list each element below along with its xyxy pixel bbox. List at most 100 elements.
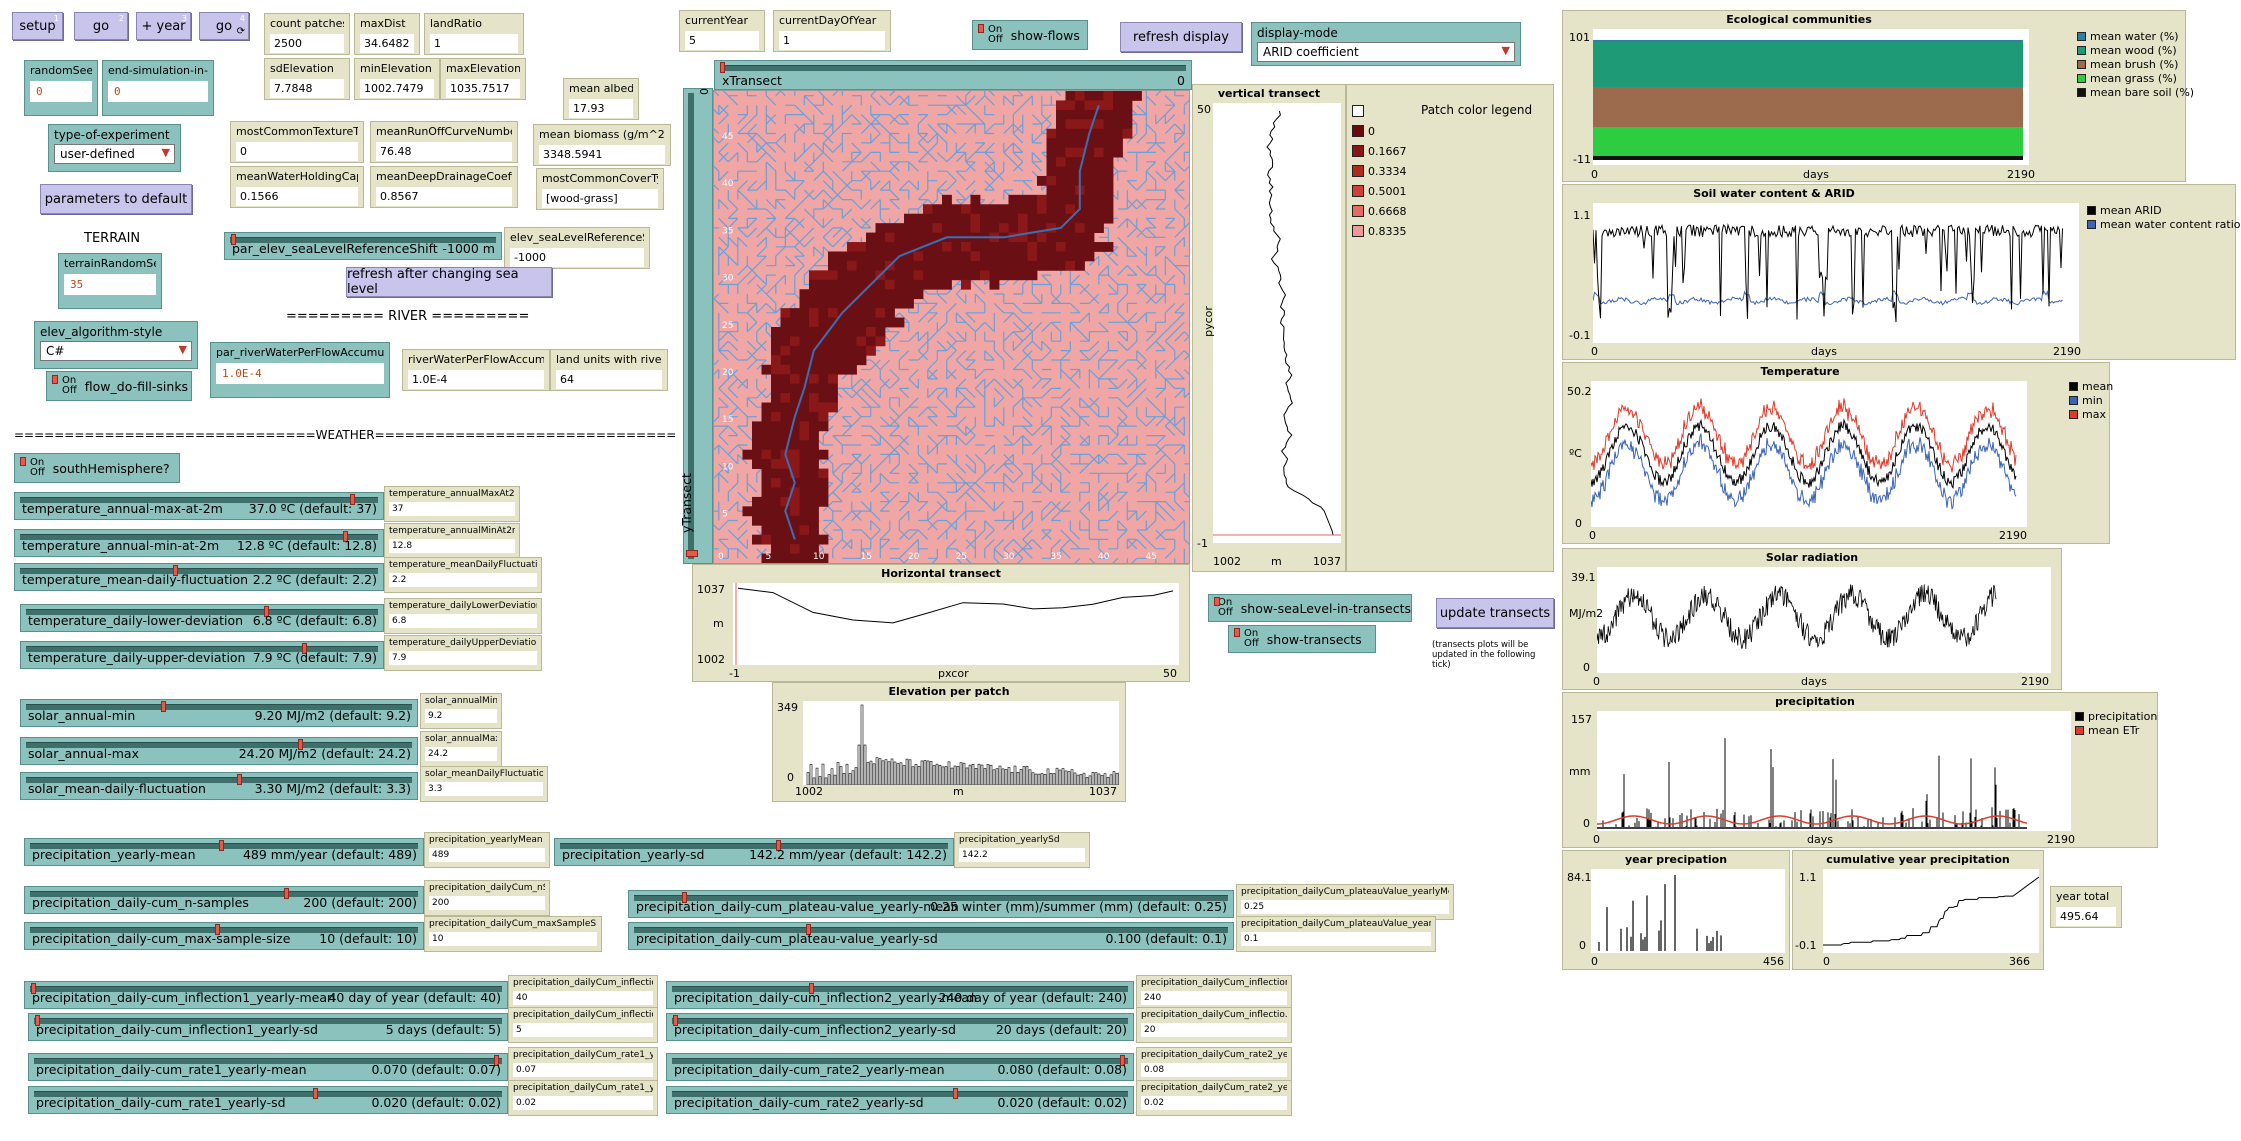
smax-monitor: solar_annualMax 24.2 <box>420 731 502 767</box>
terrain-map: 0 5 10 15 20 25 30 35 40 45 45 40 35 30 25 20 15 10 5 <box>714 91 1189 563</box>
precipitation-chart <box>1597 738 2028 829</box>
tup-slider[interactable]: temperature_daily-upper-deviation 7.9 ºC … <box>20 641 384 669</box>
slider-thumb[interactable] <box>686 550 698 557</box>
show-sealevel-switch[interactable]: On Off show-seaLevel-in-transects <box>1208 594 1412 622</box>
slider-label: precipitation_daily-cum_n-samples <box>32 895 249 910</box>
terrain-random-seed-input[interactable]: terrainRandomSeed35 <box>58 253 162 309</box>
pns-slider[interactable]: precipitation_daily-cum_n-samples 200 (de… <box>24 886 424 914</box>
slider-thumb[interactable] <box>1120 1055 1126 1066</box>
slider-label: precipitation_daily-cum_rate2_yearly-mea… <box>674 1062 945 1077</box>
pi2m-slider[interactable]: precipitation_daily-cum_inflection2_year… <box>666 981 1134 1009</box>
slider-thumb[interactable] <box>494 1055 500 1066</box>
legend-item: precipitation <box>2075 709 2157 723</box>
slider-thumb[interactable] <box>298 739 304 750</box>
y-transect-slider[interactable]: yTransect 0 <box>679 88 713 564</box>
slider-thumb[interactable] <box>215 924 221 935</box>
river-water-input[interactable]: par_riverWaterPerFlowAccumulation1.0E-4 <box>210 342 390 398</box>
slider-thumb[interactable] <box>682 892 688 903</box>
slider-thumb[interactable] <box>350 494 356 505</box>
pmss-slider[interactable]: precipitation_daily-cum_max-sample-size 1… <box>24 922 424 950</box>
random-seed-input[interactable]: randomSeed0 <box>24 60 98 116</box>
show-flows-switch[interactable]: On Off show-flows <box>972 20 1088 50</box>
tmax-slider[interactable]: temperature_annual-max-at-2m 37.0 ºC (def… <box>14 492 384 520</box>
slider-thumb[interactable] <box>313 1088 319 1099</box>
weather-section-label: ==============================WEATHER===… <box>14 428 677 442</box>
slider-thumb[interactable] <box>35 1015 40 1026</box>
x-tick-label: 5 <box>766 552 772 562</box>
slider-thumb[interactable] <box>776 840 782 851</box>
maxdist-monitor: maxDist 34.6482 <box>354 13 420 55</box>
tlow-slider[interactable]: temperature_daily-lower-deviation 6.8 ºC … <box>20 604 384 632</box>
legend-item: 0.3334 <box>1352 161 1407 181</box>
slider-thumb[interactable] <box>953 1088 959 1099</box>
ppsd-slider[interactable]: precipitation_daily-cum_plateau-value_ye… <box>628 922 1234 950</box>
slider-thumb[interactable] <box>720 62 725 73</box>
plus-year-button[interactable]: + year 3 <box>136 12 191 40</box>
precipitation-plot: precipitation 157 0 mm 0 days 2190 preci… <box>1562 692 2158 848</box>
x-transect-slider[interactable]: xTransect 0 <box>714 60 1192 90</box>
patch-color-legend: Patch color legend 0 0.1667 0.3334 0.5001 0.… <box>1346 84 1554 572</box>
slider-value: 40 day of year (default: 40) <box>328 990 501 1005</box>
pr2m-slider[interactable]: precipitation_daily-cum_rate2_yearly-mea… <box>666 1053 1134 1081</box>
x-tick-label: 40 <box>1098 552 1110 562</box>
smax-slider[interactable]: solar_annual-max 24.20 MJ/m2 (default: 24… <box>20 737 418 765</box>
sea-level-shift-slider[interactable]: par_elev_seaLevelReferenceShift -1000 m <box>224 232 502 260</box>
display-mode-chooser[interactable]: display-mode ARID coefficient ▼ <box>1251 22 1521 66</box>
pr2sd-slider[interactable]: precipitation_daily-cum_rate2_yearly-sd 0… <box>666 1086 1134 1114</box>
slider-thumb[interactable] <box>237 774 243 785</box>
slider-thumb[interactable] <box>160 701 166 712</box>
parameters-to-default-button[interactable]: parameters to default <box>40 184 192 214</box>
river-section-label: ========= RIVER ========= <box>286 309 530 324</box>
slider-thumb[interactable] <box>231 234 236 245</box>
go-button[interactable]: go 2 <box>74 12 128 40</box>
y-tick-label: 20 <box>722 368 734 378</box>
ppm-slider[interactable]: precipitation_daily-cum_plateau-value_ye… <box>628 890 1234 918</box>
smin-slider[interactable]: solar_annual-min 9.20 MJ/m2 (default: 9.2… <box>20 699 418 727</box>
pysd-slider[interactable]: precipitation_yearly-sd 142.2 mm/year (de… <box>554 838 954 866</box>
plot-area <box>733 583 1179 665</box>
slider-thumb[interactable] <box>343 531 349 542</box>
tfluct-slider[interactable]: temperature_mean-daily-fluctuation 2.2 ºC… <box>14 563 384 591</box>
slider-thumb[interactable] <box>219 840 225 851</box>
tmin-slider[interactable]: temperature_annual-min-at-2m 12.8 ºC (def… <box>14 529 384 557</box>
slider-thumb[interactable] <box>808 983 814 994</box>
end-simulation-input[interactable]: end-simulation-in-tick0 <box>102 60 214 116</box>
world-view[interactable]: 0 5 10 15 20 25 30 35 40 45 45 40 35 30 25 20 15 10 5 <box>713 90 1190 564</box>
go-forever-button[interactable]: go 4 ⟳ <box>199 12 249 40</box>
mean-runoff-monitor: meanRunOffCurveNumber 76.48 <box>370 121 518 163</box>
pym-slider[interactable]: precipitation_yearly-mean 489 mm/year (de… <box>24 838 424 866</box>
slider-value: 0.100 (default: 0.1) <box>1105 931 1227 946</box>
sfl-slider[interactable]: solar_mean-daily-fluctuation 3.30 MJ/m2 (… <box>20 772 418 800</box>
slider-value: 24.20 MJ/m2 (default: 24.2) <box>238 746 411 761</box>
elev-algorithm-chooser[interactable]: elev_algorithm-style C# ▼ <box>34 321 198 369</box>
update-transects-button[interactable]: update transects <box>1436 598 1554 628</box>
south-hemisphere-switch[interactable]: On Off southHemisphere? <box>14 453 180 483</box>
pi1m-slider[interactable]: precipitation_daily-cum_inflection1_year… <box>24 981 508 1009</box>
show-transects-switch[interactable]: On Off show-transects <box>1228 625 1376 653</box>
refresh-display-button[interactable]: refresh display <box>1120 22 1242 52</box>
setup-button[interactable]: setup 1 <box>12 12 63 40</box>
pi1sd-slider[interactable]: precipitation_daily-cum_inflection1_year… <box>28 1013 508 1041</box>
x-tick-label: 45 <box>1146 552 1157 562</box>
slider-thumb[interactable] <box>806 924 812 935</box>
slider-thumb[interactable] <box>301 643 307 654</box>
refresh-sea-level-button[interactable]: refresh after changing sea level <box>346 267 552 297</box>
x-tick-label: 10 <box>813 552 825 562</box>
horizontal-transect-line <box>735 583 1174 665</box>
pi2sd-slider[interactable]: precipitation_daily-cum_inflection2_year… <box>666 1013 1134 1041</box>
solar-radiation-plot: Solar radiation 39.1 0 MJ/m2 0 days 2190 <box>1562 548 2062 690</box>
pr1m-slider[interactable]: precipitation_daily-cum_rate1_yearly-mea… <box>28 1053 508 1081</box>
slider-thumb[interactable] <box>173 565 179 576</box>
flow-fill-sinks-switch[interactable]: On Off flow_do-fill-sinks <box>46 371 192 401</box>
chevron-down-icon: ▼ <box>178 343 187 356</box>
slider-thumb[interactable] <box>673 1015 678 1026</box>
type-of-experiment-chooser[interactable]: type-of-experiment user-defined ▼ <box>48 124 181 172</box>
slider-thumb[interactable] <box>31 983 36 994</box>
plot-area <box>1597 711 2071 831</box>
slider-thumb[interactable] <box>284 888 290 899</box>
year-precip-bars <box>1598 875 1722 951</box>
slider-thumb[interactable] <box>263 606 269 617</box>
slider-value: 240 day of year (default: 240) <box>938 990 1127 1005</box>
slider-label: precipitation_daily-cum_plateau-value_ye… <box>636 899 959 914</box>
pr1sd-slider[interactable]: precipitation_daily-cum_rate1_yearly-sd 0… <box>28 1086 508 1114</box>
